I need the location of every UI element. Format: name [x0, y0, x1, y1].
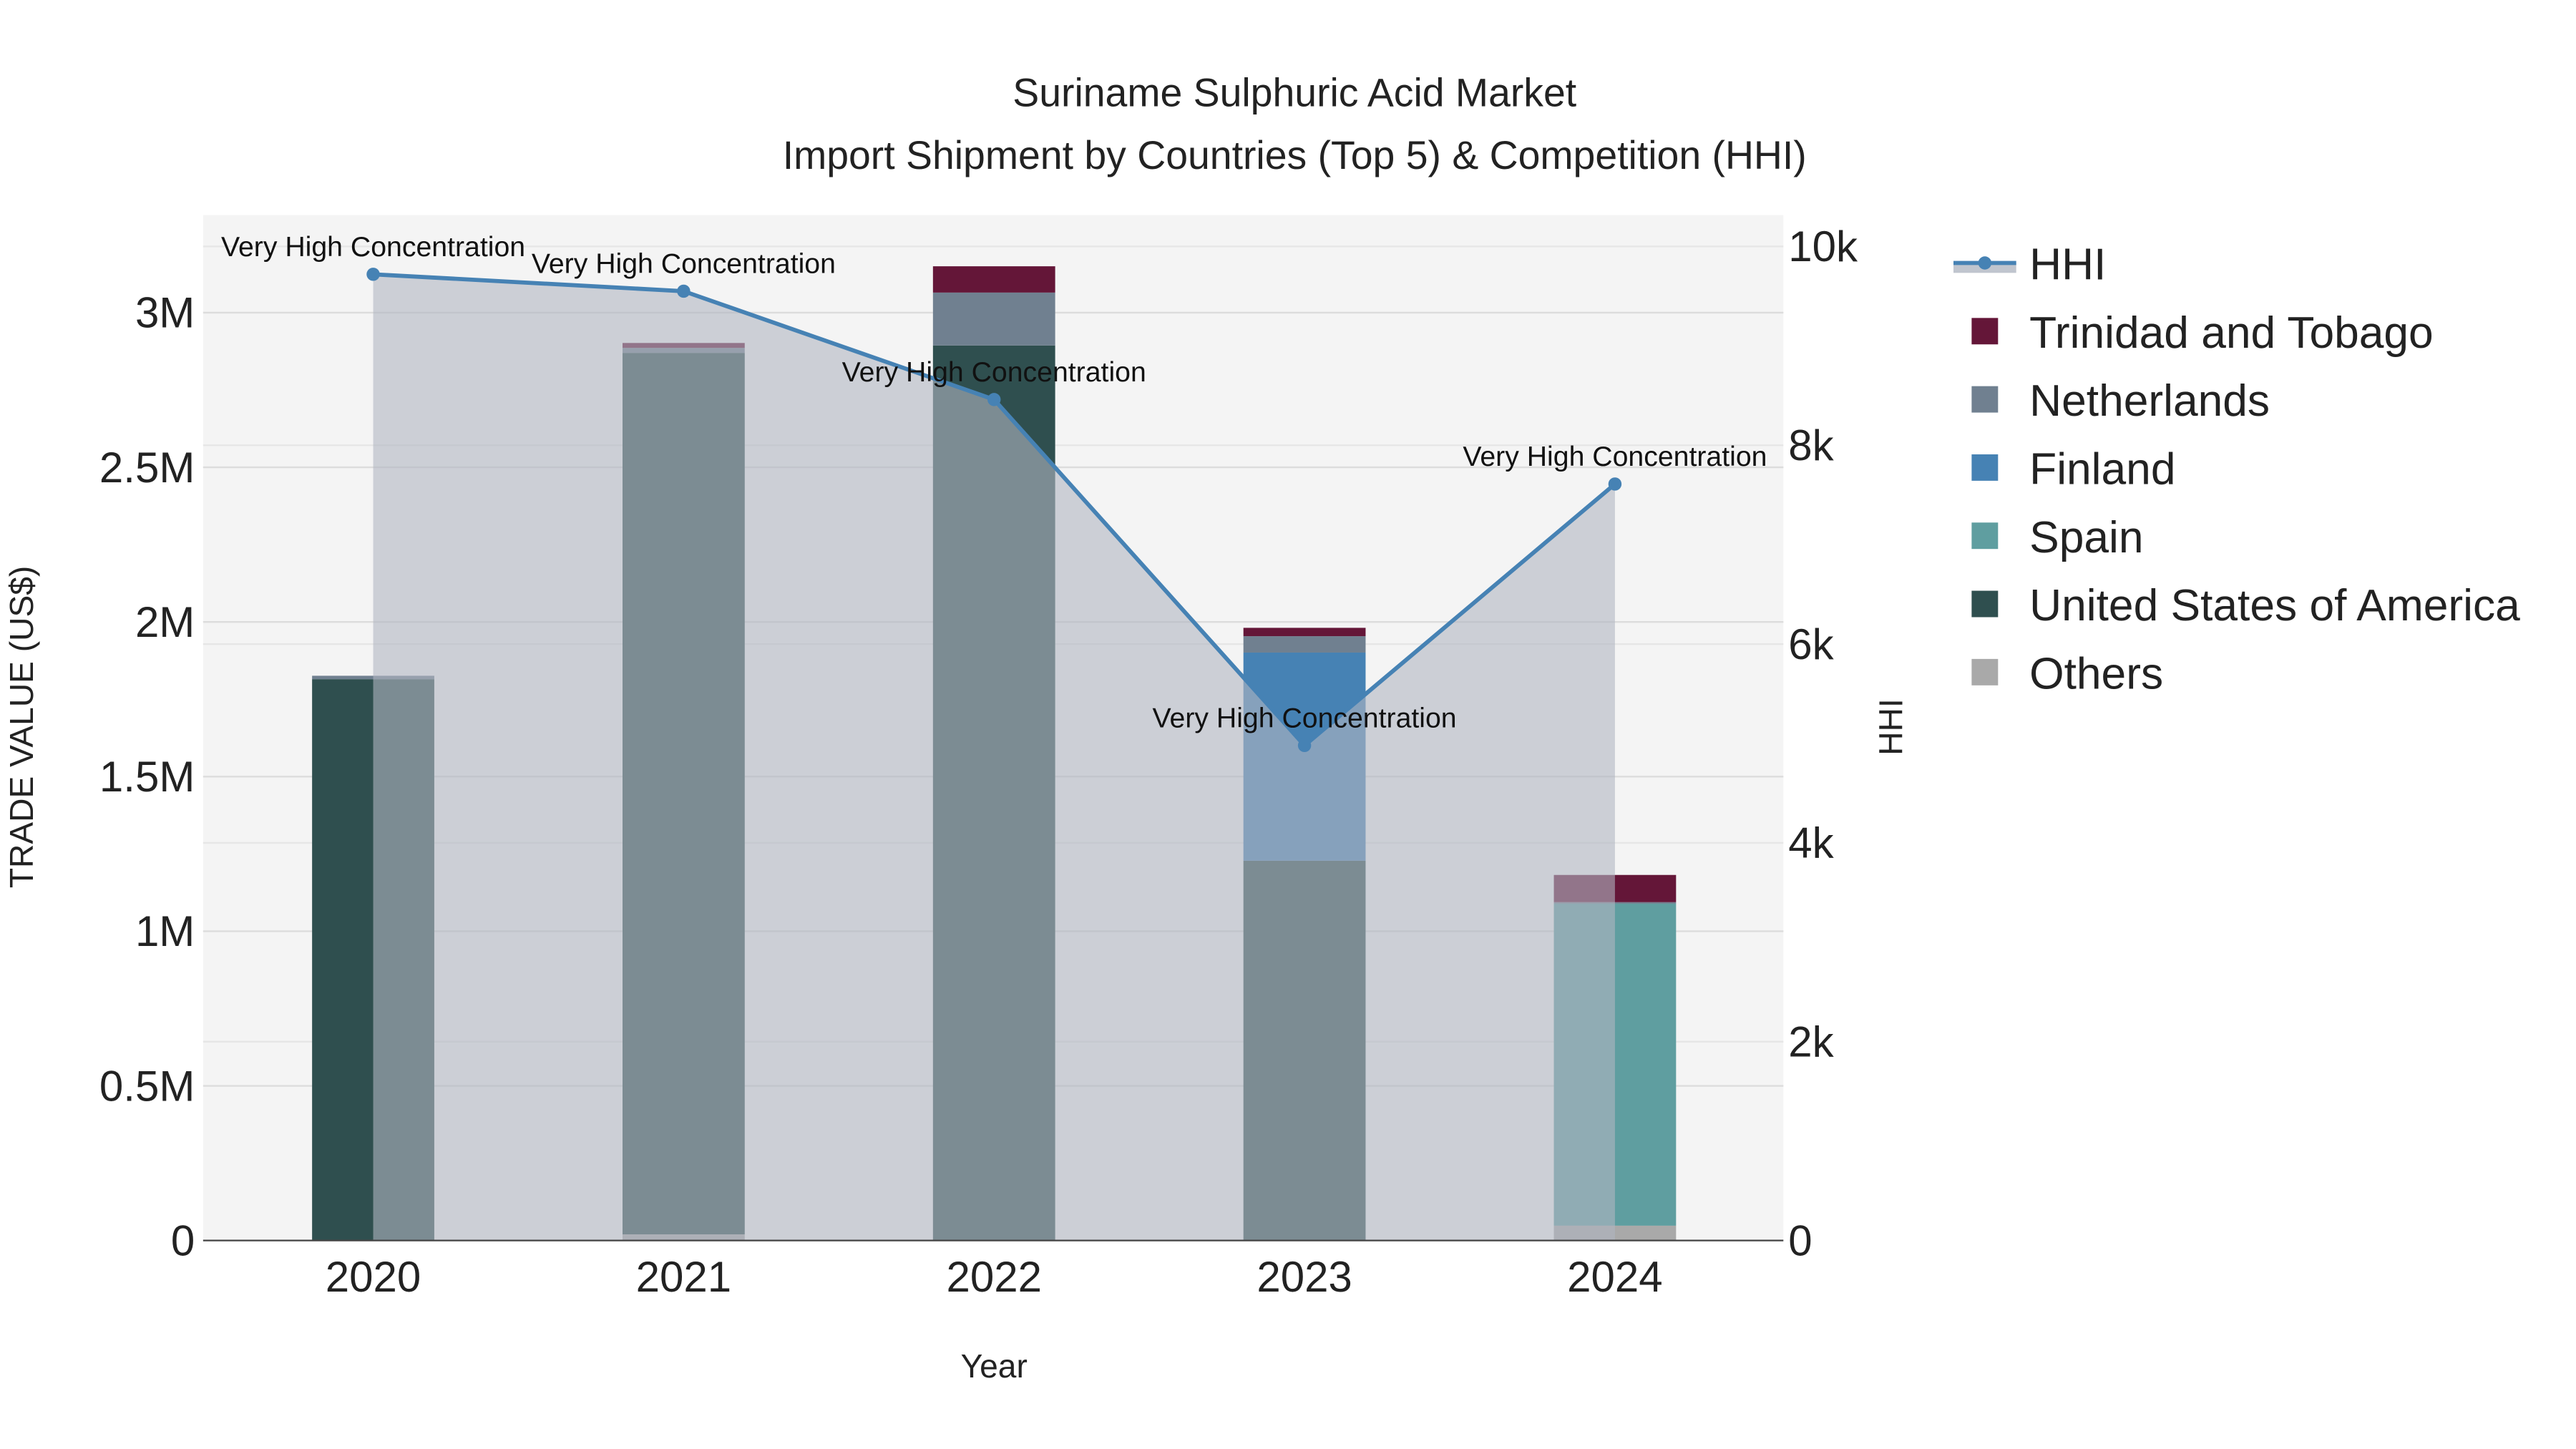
x-axis-title: Year [961, 1347, 1028, 1385]
hhi-point-2023[interactable] [1297, 738, 1312, 753]
y-tick-label: 0 [171, 1216, 195, 1264]
legend-swatch-finland [1971, 454, 1999, 481]
y2-tick-label: 8k [1788, 421, 1834, 469]
legend-swatch-trinidad-and-tobago [1971, 318, 1999, 345]
legend-label[interactable]: Others [2029, 649, 2163, 698]
x-tick-label: 2021 [636, 1253, 731, 1301]
y2-tick-label: 6k [1788, 620, 1834, 668]
y-tick-label: 3M [135, 289, 195, 337]
x-tick-label: 2024 [1567, 1253, 1662, 1301]
hhi-annotation: Very High Concentration [1463, 441, 1767, 472]
hhi-annotation: Very High Concentration [221, 231, 525, 263]
y-axis-title: TRADE VALUE (US$) [3, 566, 40, 888]
hhi-point-2020[interactable] [366, 268, 380, 281]
hhi-annotation: Very High Concentration [1153, 702, 1457, 733]
legend-label[interactable]: Finland [2029, 444, 2175, 494]
bar-netherlands-2022[interactable] [932, 292, 1055, 346]
legend-swatch-spain [1971, 522, 1999, 550]
hhi-area [373, 274, 1615, 1241]
chart-title: Suriname Sulphuric Acid Market [1013, 70, 1576, 114]
bar-netherlands-2023[interactable] [1243, 636, 1366, 653]
y2-tick-label: 10k [1788, 223, 1858, 270]
y2-tick-label: 2k [1788, 1018, 1834, 1066]
legend-swatch-united-states-of-america [1971, 590, 1999, 618]
hhi-point-2022[interactable] [987, 393, 1001, 406]
hhi-annotation: Very High Concentration [842, 356, 1146, 388]
y-tick-label: 2.5M [99, 444, 195, 492]
legend-label[interactable]: United States of America [2029, 581, 2520, 630]
y-tick-label: 1M [135, 907, 195, 955]
bar-trinidad-and-tobago-2023[interactable] [1243, 628, 1366, 637]
y2-axis-title: HHI [1872, 698, 1909, 755]
legend-swatch-netherlands [1971, 386, 1999, 413]
chart-subtitle: Import Shipment by Countries (Top 5) & C… [783, 133, 1807, 177]
y-tick-label: 0.5M [99, 1062, 195, 1110]
y-tick-label: 1.5M [99, 753, 195, 801]
x-tick-label: 2020 [326, 1253, 421, 1301]
legend-label[interactable]: Netherlands [2029, 376, 2270, 426]
y2-tick-label: 0 [1788, 1216, 1812, 1264]
hhi-point-2024[interactable] [1608, 477, 1622, 491]
hhi-point-2021[interactable] [677, 284, 691, 298]
x-tick-label: 2022 [946, 1253, 1041, 1301]
hhi-annotation: Very High Concentration [532, 248, 836, 280]
legend-label[interactable]: Spain [2029, 513, 2143, 562]
x-tick-label: 2023 [1257, 1253, 1352, 1301]
y2-tick-label: 4k [1788, 819, 1834, 867]
y-tick-label: 2M [135, 598, 195, 646]
legend-swatch-hhi-marker [1978, 256, 1992, 270]
bar-trinidad-and-tobago-2022[interactable] [932, 266, 1055, 293]
legend: HHI Trinidad and Tobago Netherlands Finland… [1953, 240, 2520, 698]
legend-swatch-others [1971, 658, 1999, 686]
legend-label[interactable]: Trinidad and Tobago [2029, 308, 2434, 358]
legend-label[interactable]: HHI [2029, 240, 2106, 290]
